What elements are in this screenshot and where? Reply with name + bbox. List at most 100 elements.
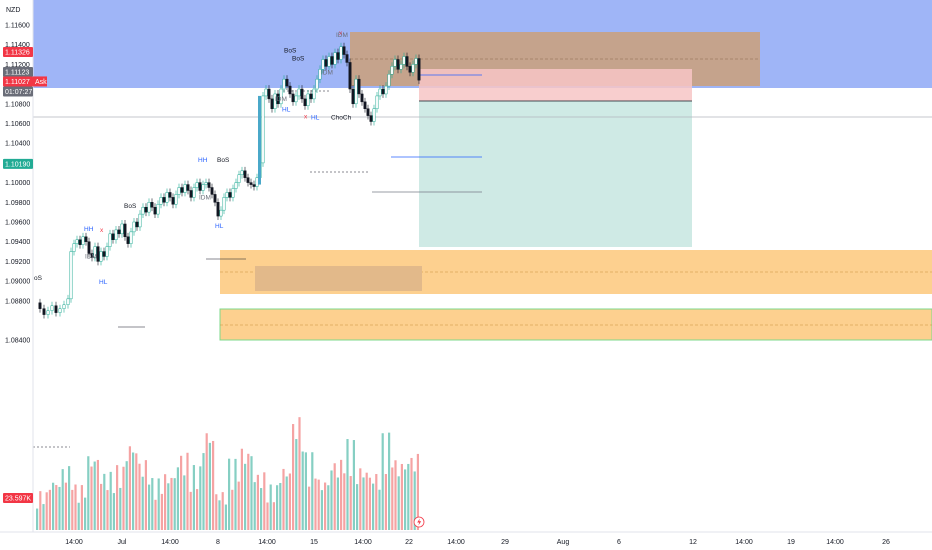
volume-bar bbox=[61, 469, 64, 530]
volume-bar bbox=[378, 489, 381, 530]
candle-body bbox=[375, 95, 379, 109]
volume-bar bbox=[116, 465, 119, 530]
candle-body bbox=[231, 188, 235, 198]
annotation-label: BoS bbox=[292, 55, 305, 62]
volume-bar bbox=[135, 453, 138, 530]
volume-bar bbox=[224, 504, 227, 530]
price-badge-label: 1.11027 bbox=[5, 79, 30, 86]
x-tick-label: 14:00 bbox=[65, 539, 83, 546]
candle-body bbox=[336, 52, 340, 60]
volume-bar bbox=[349, 476, 352, 530]
lightning-icon[interactable] bbox=[413, 516, 425, 528]
candle-body bbox=[303, 98, 307, 107]
x-tick-label: 22 bbox=[405, 539, 413, 546]
volume-bar bbox=[317, 479, 320, 530]
candle-body bbox=[219, 209, 223, 217]
volume-bar bbox=[253, 482, 256, 530]
candle-body bbox=[222, 197, 226, 211]
volume-bar bbox=[234, 458, 237, 530]
volume-bar bbox=[192, 465, 195, 530]
annotation-label: HL bbox=[282, 107, 291, 114]
volume-bar bbox=[128, 446, 131, 530]
volume-bar bbox=[215, 494, 218, 530]
annotation-label: BoS bbox=[217, 157, 230, 164]
candle-body bbox=[369, 115, 373, 122]
volume-bar bbox=[52, 482, 55, 530]
candle-body bbox=[46, 310, 50, 315]
volume-bar bbox=[157, 478, 160, 530]
volume-bar bbox=[173, 478, 176, 530]
price-badge: 1.11123 bbox=[3, 66, 33, 77]
price-badge-label: 1.10190 bbox=[5, 161, 30, 168]
volume-bar bbox=[228, 458, 231, 530]
price-badge-label: 1.11123 bbox=[5, 69, 29, 76]
x-axis-ticks: 14:00 Jul 14:00 8 14:00 15 14:00 22 14:00 29 Aug 6 1… bbox=[65, 539, 890, 546]
annotation-label: oS bbox=[34, 275, 43, 282]
y-tick-label: 1.10800 bbox=[5, 101, 30, 108]
candle-body bbox=[324, 59, 328, 67]
candle-body bbox=[135, 221, 139, 228]
volume-bar bbox=[87, 456, 90, 530]
candle-body bbox=[255, 177, 259, 187]
annotation-label: IDM bbox=[275, 96, 287, 103]
candle-body bbox=[234, 182, 238, 189]
candle-body bbox=[69, 251, 73, 300]
y-tick-label: 1.09600 bbox=[5, 220, 30, 227]
y-tick-label: 1.08800 bbox=[5, 298, 30, 305]
candle-body bbox=[72, 243, 76, 252]
volume-bar bbox=[186, 452, 189, 530]
volume-bar bbox=[266, 502, 269, 530]
candle-body bbox=[195, 182, 199, 188]
annotation-label: x bbox=[304, 114, 308, 121]
candle-body bbox=[75, 239, 79, 244]
price-badge-tag: Ask bbox=[35, 79, 47, 86]
candle-body bbox=[111, 233, 115, 240]
x-tick-label: 12 bbox=[689, 539, 697, 546]
volume-bar bbox=[410, 457, 413, 530]
volume-bar bbox=[404, 469, 407, 530]
candle-body bbox=[54, 305, 58, 313]
candle-body bbox=[168, 192, 172, 198]
candle-body bbox=[414, 58, 418, 65]
annotation-label: HH bbox=[84, 226, 94, 233]
candle-body bbox=[147, 202, 151, 213]
volume-bar bbox=[295, 439, 298, 530]
volume-bar bbox=[381, 433, 384, 530]
candle-body bbox=[78, 239, 82, 245]
candle-body bbox=[384, 85, 388, 95]
volume-bar bbox=[391, 467, 394, 530]
volume-bar bbox=[164, 474, 167, 530]
candle-body bbox=[297, 88, 301, 97]
volume-bar bbox=[356, 484, 359, 530]
candle-body bbox=[399, 64, 403, 70]
x-tick-label: 29 bbox=[501, 539, 509, 546]
currency-label: NZD bbox=[6, 7, 20, 14]
volume-bar bbox=[205, 433, 208, 530]
annotation-label: x bbox=[100, 227, 104, 234]
candle-body bbox=[366, 108, 370, 116]
x-tick-label: 14:00 bbox=[826, 539, 844, 546]
volume-bar bbox=[282, 468, 285, 530]
volume-bar bbox=[320, 490, 323, 530]
candle-body bbox=[285, 78, 289, 87]
volume-bar bbox=[340, 459, 343, 530]
candle-body bbox=[126, 236, 130, 244]
volume-bar bbox=[96, 459, 99, 530]
candle-body bbox=[402, 56, 406, 65]
volume-bar bbox=[77, 502, 80, 530]
volume-bar bbox=[36, 508, 39, 530]
annotation-label: HL bbox=[99, 279, 108, 286]
candle-body bbox=[180, 187, 184, 193]
target-zone bbox=[419, 101, 692, 247]
candle-body bbox=[372, 108, 376, 122]
candle-body bbox=[96, 246, 100, 262]
y-tick-label: 1.10000 bbox=[5, 180, 30, 187]
volume-bar bbox=[71, 489, 74, 530]
candle-body bbox=[342, 46, 346, 55]
y-tick-label: 1.09400 bbox=[5, 239, 30, 246]
volume-bar bbox=[362, 477, 365, 530]
candle-body bbox=[38, 302, 42, 309]
price-badge: 1.10190 bbox=[3, 158, 33, 169]
